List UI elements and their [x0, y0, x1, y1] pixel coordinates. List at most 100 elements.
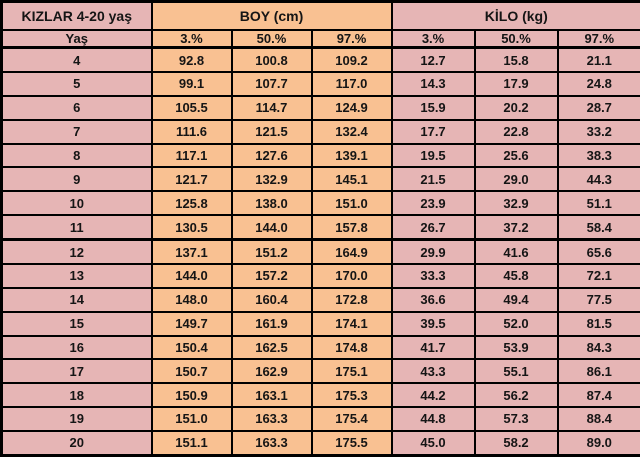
kilo-p97-cell: 33.2	[556, 118, 640, 145]
kilo-p97-cell: 84.3	[556, 334, 640, 361]
table-row: 14 148.0 160.4 172.8 36.6 49.4 77.5	[0, 286, 640, 313]
age-cell: 14	[0, 286, 153, 313]
age-cell: 6	[0, 94, 153, 121]
kilo-p3-cell: 12.7	[390, 46, 476, 74]
kilo-p97-cell: 81.5	[556, 310, 640, 337]
kilo-p97-cell: 21.1	[556, 46, 640, 74]
kilo-p3-cell: 41.7	[390, 334, 476, 361]
kilo-p97-cell: 24.8	[556, 71, 640, 97]
kilo-p50-cell: 29.0	[473, 166, 559, 193]
boy-p97-header: 97.%	[310, 29, 393, 49]
table-row: 13 144.0 157.2 170.0 33.3 45.8 72.1	[0, 263, 640, 289]
boy-p97-cell: 175.1	[310, 358, 393, 385]
boy-p50-cell: 157.2	[230, 263, 313, 289]
boy-p50-cell: 162.5	[230, 334, 313, 361]
age-cell: 19	[0, 406, 153, 432]
boy-p3-cell: 144.0	[150, 263, 233, 289]
boy-p97-cell: 170.0	[310, 263, 393, 289]
boy-p97-cell: 174.8	[310, 334, 393, 361]
kilo-p50-cell: 52.0	[473, 310, 559, 337]
kilo-p50-cell: 22.8	[473, 118, 559, 145]
boy-p50-cell: 163.3	[230, 429, 313, 457]
kilo-p50-cell: 37.2	[473, 214, 559, 241]
kilo-p3-cell: 45.0	[390, 429, 476, 457]
age-cell: 9	[0, 166, 153, 193]
kilo-p50-header: 50.%	[473, 29, 559, 49]
age-cell: 4	[0, 46, 153, 74]
age-header-cell: Yaş	[0, 29, 153, 49]
table-row: 4 92.8 100.8 109.2 12.7 15.8 21.1	[0, 46, 640, 74]
table-row: 16 150.4 162.5 174.8 41.7 53.9 84.3	[0, 334, 640, 361]
kilo-p3-cell: 44.2	[390, 382, 476, 409]
boy-p50-cell: 100.8	[230, 46, 313, 74]
boy-p97-cell: 139.1	[310, 142, 393, 169]
boy-p3-header: 3.%	[150, 29, 233, 49]
kilo-p97-cell: 77.5	[556, 286, 640, 313]
kilo-p97-cell: 87.4	[556, 382, 640, 409]
boy-p97-cell: 117.0	[310, 71, 393, 97]
kilo-p3-cell: 15.9	[390, 94, 476, 121]
kilo-p50-cell: 57.3	[473, 406, 559, 432]
kilo-p3-cell: 21.5	[390, 166, 476, 193]
kilo-p3-cell: 26.7	[390, 214, 476, 241]
kilo-p97-cell: 38.3	[556, 142, 640, 169]
kilo-p97-header: 97.%	[556, 29, 640, 49]
boy-p3-cell: 99.1	[150, 71, 233, 97]
kilo-p97-cell: 44.3	[556, 166, 640, 193]
table-row: 9 121.7 132.9 145.1 21.5 29.0 44.3	[0, 166, 640, 193]
kilo-p3-cell: 29.9	[390, 238, 476, 266]
kilo-p50-cell: 41.6	[473, 238, 559, 266]
kilo-group-header: KİLO (kg)	[390, 0, 640, 31]
boy-p3-cell: 150.9	[150, 382, 233, 409]
boy-p3-cell: 150.7	[150, 358, 233, 385]
boy-p97-cell: 151.0	[310, 190, 393, 216]
boy-p97-cell: 175.3	[310, 382, 393, 409]
boy-p50-cell: 163.3	[230, 406, 313, 432]
boy-p50-cell: 151.2	[230, 238, 313, 266]
boy-p3-cell: 151.1	[150, 429, 233, 457]
table-row: 6 105.5 114.7 124.9 15.9 20.2 28.7	[0, 94, 640, 121]
table-row: 17 150.7 162.9 175.1 43.3 55.1 86.1	[0, 358, 640, 385]
age-cell: 5	[0, 71, 153, 97]
percentile-header-row: Yaş 3.% 50.% 97.% 3.% 50.% 97.%	[0, 29, 640, 49]
table-row: 7 111.6 121.5 132.4 17.7 22.8 33.2	[0, 118, 640, 145]
kilo-p97-cell: 28.7	[556, 94, 640, 121]
table-row: 10 125.8 138.0 151.0 23.9 32.9 51.1	[0, 190, 640, 216]
kilo-p50-cell: 15.8	[473, 46, 559, 74]
age-cell: 11	[0, 214, 153, 241]
table-row: 20 151.1 163.3 175.5 45.0 58.2 89.0	[0, 429, 640, 457]
kilo-p3-cell: 39.5	[390, 310, 476, 337]
boy-p50-cell: 114.7	[230, 94, 313, 121]
age-cell: 8	[0, 142, 153, 169]
age-cell: 17	[0, 358, 153, 385]
table-row: 8 117.1 127.6 139.1 19.5 25.6 38.3	[0, 142, 640, 169]
boy-p50-cell: 163.1	[230, 382, 313, 409]
kilo-p97-cell: 86.1	[556, 358, 640, 385]
age-cell: 13	[0, 263, 153, 289]
age-cell: 10	[0, 190, 153, 216]
boy-p50-cell: 161.9	[230, 310, 313, 337]
boy-p50-cell: 121.5	[230, 118, 313, 145]
kilo-p3-cell: 17.7	[390, 118, 476, 145]
kilo-p97-cell: 88.4	[556, 406, 640, 432]
kilo-p97-cell: 89.0	[556, 429, 640, 457]
boy-p97-cell: 164.9	[310, 238, 393, 266]
boy-p3-cell: 92.8	[150, 46, 233, 74]
kilo-p3-cell: 43.3	[390, 358, 476, 385]
age-cell: 20	[0, 429, 153, 457]
boy-p3-cell: 117.1	[150, 142, 233, 169]
kilo-p50-cell: 25.6	[473, 142, 559, 169]
kilo-p3-cell: 33.3	[390, 263, 476, 289]
boy-p97-cell: 157.8	[310, 214, 393, 241]
boy-p50-cell: 160.4	[230, 286, 313, 313]
boy-p3-cell: 130.5	[150, 214, 233, 241]
kilo-p50-cell: 32.9	[473, 190, 559, 216]
boy-p50-header: 50.%	[230, 29, 313, 49]
age-cell: 16	[0, 334, 153, 361]
age-cell: 18	[0, 382, 153, 409]
kilo-p3-cell: 36.6	[390, 286, 476, 313]
age-cell: 7	[0, 118, 153, 145]
kilo-p97-cell: 51.1	[556, 190, 640, 216]
boy-p50-cell: 107.7	[230, 71, 313, 97]
